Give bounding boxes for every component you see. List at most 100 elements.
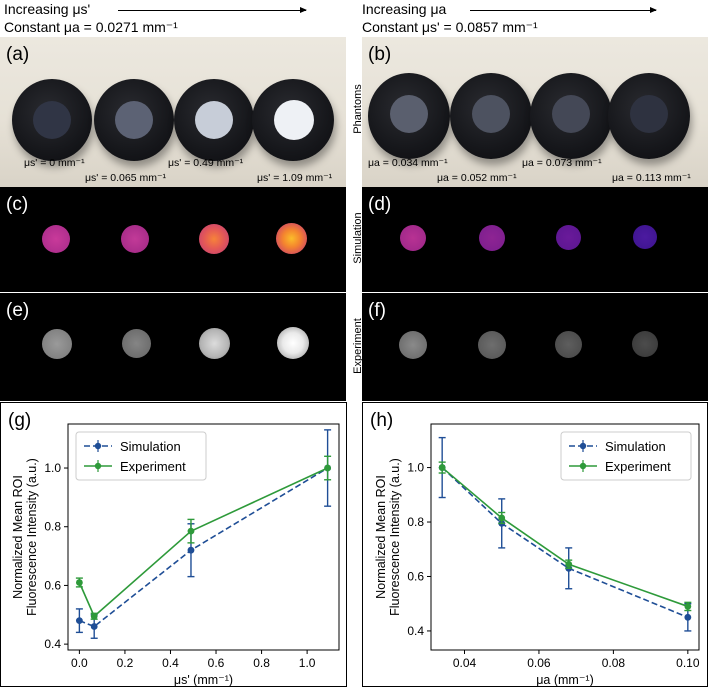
phantom-window	[115, 101, 153, 139]
phantom-window	[630, 95, 668, 133]
caption-mua-3: μa = 0.113 mm⁻¹	[612, 172, 691, 184]
data-point	[90, 623, 98, 630]
data-point	[684, 613, 692, 621]
legend-marker	[579, 462, 587, 470]
legend-marker	[94, 462, 102, 470]
x-tick-label: 0.04	[453, 656, 477, 670]
data-point	[684, 603, 692, 610]
header-left-line2: Constant μa = 0.0271 mm⁻¹	[4, 19, 178, 35]
y-axis-label-line2: Fluorescence Intensity (a.u.)	[388, 458, 402, 616]
fluorescence-spot	[632, 331, 658, 357]
x-tick-label: 0.8	[253, 656, 270, 670]
phantom-window	[390, 95, 428, 133]
data-point	[498, 514, 506, 522]
row-label-phantoms: Phantoms	[352, 84, 364, 134]
y-tick-label: 0.6	[44, 578, 61, 592]
y-tick-label: 1.0	[407, 461, 424, 475]
caption-mus-1: μs' = 0.065 mm⁻¹	[85, 172, 166, 184]
phantom-window	[552, 95, 590, 133]
legend-label: Experiment	[120, 459, 186, 474]
fluorescence-spot	[42, 225, 70, 253]
y-tick-label: 1.0	[44, 461, 61, 475]
data-point	[438, 464, 446, 471]
caption-mus-3: μs' = 1.09 mm⁻¹	[257, 172, 333, 184]
header-right-line1: Increasing μa	[362, 1, 447, 17]
phantom-window	[274, 100, 314, 140]
panel-label-d: (d)	[368, 194, 392, 215]
header-right-line2: Constant μs' = 0.0857 mm⁻¹	[362, 19, 538, 35]
row-label-experiment: Experiment	[352, 318, 364, 374]
legend-box	[75, 431, 207, 481]
fluorescence-spot	[479, 225, 505, 251]
chart-svg-h: (h) 0.04 0.06 0.08 0.10 0.4 0.6 0.8 1.0 μa (mm⁻¹)…	[370, 410, 700, 686]
fluorescence-spot	[199, 224, 229, 254]
data-point	[75, 579, 83, 586]
caption-mua-2: μa = 0.073 mm⁻¹	[522, 157, 602, 169]
legend-box	[560, 431, 692, 481]
x-tick-label: 0.6	[208, 656, 225, 670]
fluorescence-spot	[276, 223, 307, 254]
fluorescence-spot	[633, 225, 657, 249]
legend-label: Simulation	[605, 439, 666, 454]
fluorescence-spot	[122, 329, 151, 358]
caption-mua-1: μa = 0.052 mm⁻¹	[437, 172, 517, 184]
x-tick-label: 0.2	[117, 656, 134, 670]
arrow-right-icon	[470, 7, 657, 13]
fluorescence-spot	[42, 329, 72, 359]
legend-marker	[94, 442, 102, 450]
fluorescence-spot	[199, 328, 230, 359]
panel-label-a: (a)	[6, 44, 30, 65]
caption-mua-0: μa = 0.034 mm⁻¹	[368, 157, 448, 169]
x-tick-label: 0.10	[676, 656, 700, 670]
data-point	[324, 464, 332, 472]
data-point	[187, 527, 195, 535]
x-tick-label: 0.06	[527, 656, 551, 670]
x-tick-label: 1.0	[299, 656, 316, 670]
data-point	[75, 617, 83, 625]
arrow-right-icon	[118, 7, 307, 13]
caption-mus-0: μs' = 0 mm⁻¹	[24, 157, 85, 169]
chart-panel-g: (g) 0.0 0.2 0.4 0.6 0.8 1.0 0.4 0.6 0.8 1.0 μs' (mm…	[0, 402, 347, 687]
row-label-simulation: Simulation	[352, 212, 364, 264]
y-tick-label: 0.8	[407, 515, 424, 529]
y-axis-label-line1: Normalized Mean ROI	[11, 475, 25, 599]
panel-label-e: (e)	[6, 300, 30, 321]
panel-label: (g)	[8, 410, 31, 431]
fluorescence-spot	[555, 331, 582, 358]
series-line	[441, 466, 689, 619]
x-tick-label: 0.08	[602, 656, 626, 670]
series-line	[441, 466, 689, 608]
data-point	[565, 560, 573, 568]
y-tick-label: 0.6	[407, 569, 424, 583]
x-axis-label: μa (mm⁻¹)	[536, 673, 594, 686]
panel-label-c: (c)	[6, 194, 29, 215]
experiment-image-right: (f)	[362, 293, 708, 401]
x-tick-label: 0.4	[162, 656, 179, 670]
y-tick-label: 0.4	[407, 624, 424, 638]
phantom-photo-right: (b) μa = 0.034 mm⁻¹ μa = 0.052 mm⁻¹ μa =…	[362, 37, 708, 187]
fluorescence-spot	[400, 225, 426, 251]
panel-label-f: (f)	[368, 300, 386, 321]
legend-label: Simulation	[120, 439, 181, 454]
x-axis-label: μs' (mm⁻¹)	[174, 673, 233, 686]
phantom-window	[33, 101, 71, 139]
fluorescence-spot	[399, 331, 427, 359]
chart-svg-g: (g) 0.0 0.2 0.4 0.6 0.8 1.0 0.4 0.6 0.8 1.0 μs' (mm…	[8, 410, 340, 686]
series-line	[78, 467, 328, 618]
data-point	[187, 546, 195, 554]
panel-label: (h)	[370, 410, 393, 431]
fluorescence-spot	[556, 225, 581, 250]
phantom-window	[472, 95, 510, 133]
y-tick-label: 0.4	[44, 637, 61, 651]
fluorescence-spot	[277, 327, 309, 359]
plot-frame	[67, 423, 340, 651]
fluorescence-spot	[121, 225, 149, 253]
x-tick-label: 0.0	[71, 656, 88, 670]
data-point	[90, 612, 98, 620]
y-axis-label-line2: Fluorescence Intensity (a.u.)	[25, 458, 39, 616]
y-tick-label: 0.8	[44, 520, 61, 534]
caption-mus-2: μs' = 0.49 mm⁻¹	[168, 157, 244, 169]
plot-frame	[430, 423, 700, 651]
legend-label: Experiment	[605, 459, 671, 474]
simulation-image-right: (d)	[362, 187, 708, 292]
